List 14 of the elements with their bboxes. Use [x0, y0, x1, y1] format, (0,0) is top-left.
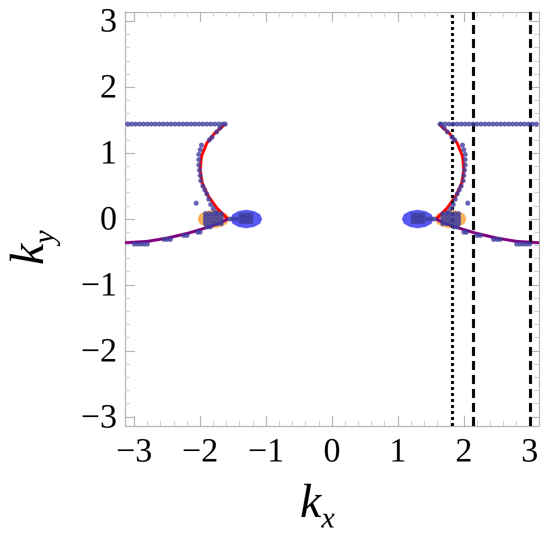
x-tick-label: 0 — [324, 432, 340, 470]
y-tick-label: −1 — [80, 266, 117, 304]
x-tick-label: 3 — [521, 432, 538, 470]
x-axis-title: k$_{x}$ — [300, 475, 335, 535]
x-tick-label: 2 — [455, 432, 472, 470]
y-tick-label: 3 — [100, 2, 117, 40]
y-tick-label: 1 — [100, 134, 117, 172]
x-tick-label: −2 — [182, 432, 218, 470]
y-tick-label: 2 — [100, 68, 117, 106]
y-tick-label: −2 — [80, 332, 117, 370]
y-tick-label: 0 — [100, 200, 117, 238]
x-tick-label: 1 — [389, 432, 406, 470]
x-tick-label: −1 — [248, 432, 284, 470]
y-tick-label: −3 — [80, 398, 117, 436]
